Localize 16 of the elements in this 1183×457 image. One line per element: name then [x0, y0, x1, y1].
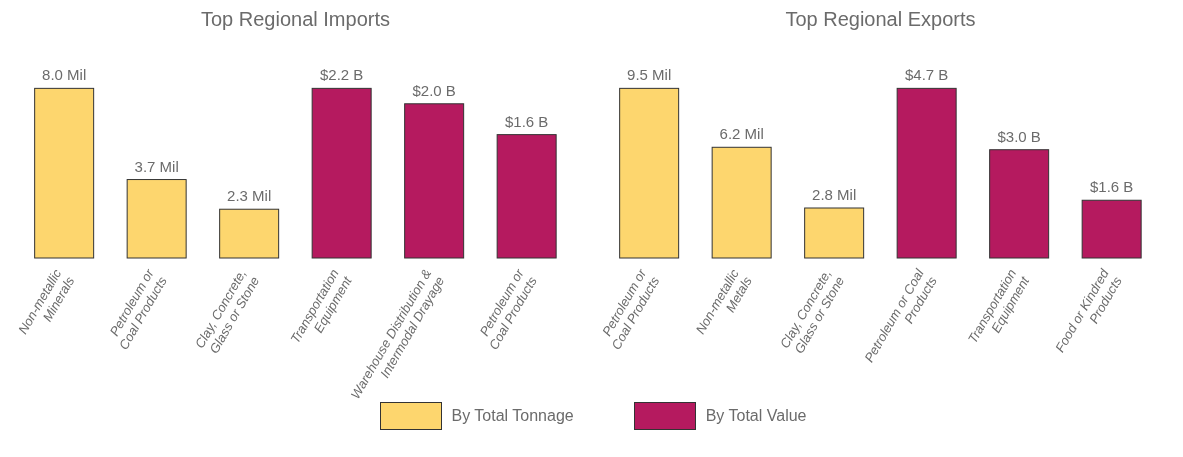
data-label: $1.6 B	[504, 112, 549, 130]
data-label: 8.0 Mil	[42, 66, 87, 84]
data-label: 6.2 Mil	[719, 125, 764, 143]
data-label: $4.7 B	[904, 66, 949, 84]
data-label: $1.6 B	[1089, 178, 1134, 196]
data-label: 9.5 Mil	[627, 66, 672, 84]
data-label: 3.7 Mil	[134, 157, 179, 175]
legend-label: By Total Tonnage	[451, 407, 574, 425]
data-label: 2.3 Mil	[227, 187, 272, 205]
data-label: 2.8 Mil	[812, 186, 857, 203]
data-label: $2.2 B	[319, 66, 364, 84]
data-label: $3.0 B	[997, 127, 1041, 145]
chart-title: Top Regional Exports	[784, 8, 977, 32]
chart-title: Top Regional Imports	[200, 8, 391, 32]
legend-label: By Total Value	[705, 407, 807, 425]
data-label: $2.0 B	[412, 81, 456, 99]
